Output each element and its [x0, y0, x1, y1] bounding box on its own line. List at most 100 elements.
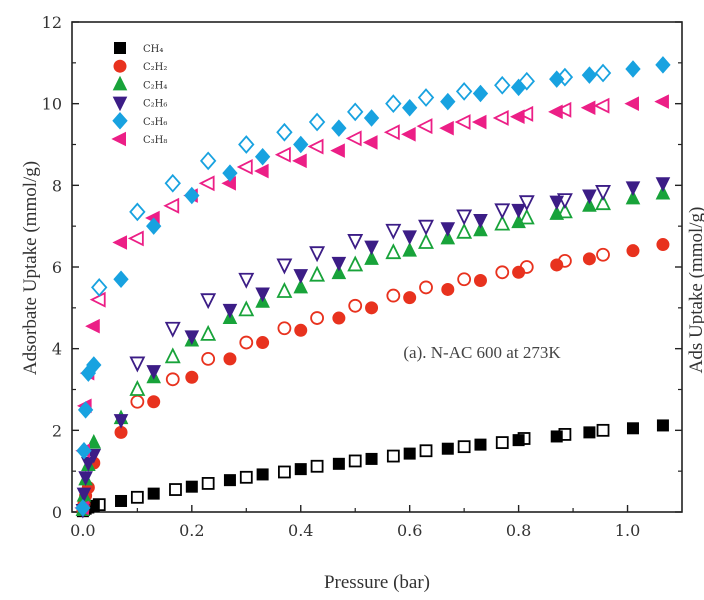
desorption-point-square: [239, 470, 253, 484]
adsorption-point-square: [512, 434, 525, 447]
desorption-point-triangle-up: [494, 214, 511, 231]
adsorption-point-circle: [294, 323, 308, 337]
desorption-point-circle: [419, 280, 433, 295]
desorption-point-triangle-down: [200, 293, 217, 310]
desorption-point-diamond: [594, 63, 612, 83]
legend: CH₄ C₂H₂ C₂H₄ C₂H₆ C₃H₆ C₃H₈: [111, 42, 167, 147]
adsorption-point-triangle-down: [440, 222, 456, 237]
adsorption-point-diamond: [402, 98, 418, 117]
adsorption-point-triangle-left: [580, 100, 596, 116]
desorption-point-triangle-left: [127, 230, 144, 247]
desorption-point-triangle-left: [593, 97, 610, 114]
desorption-point-diamond: [238, 135, 255, 154]
y-tick-label: 8: [52, 176, 62, 195]
desorption-point-square: [130, 490, 144, 504]
desorption-point-square: [419, 444, 433, 458]
adsorption-point-triangle-down: [655, 177, 671, 192]
adsorption-point-square: [223, 474, 236, 487]
adsorption-point-diamond: [113, 270, 129, 289]
desorption-point-triangle-up: [200, 324, 217, 341]
adsorption-point-triangle-down: [293, 269, 309, 284]
desorption-point-circle: [457, 272, 472, 287]
adsorption-point-triangle-up: [655, 184, 671, 200]
desorption-point-triangle-left: [517, 105, 534, 122]
desorption-point-diamond: [455, 82, 473, 101]
adsorption-point-diamond: [75, 499, 91, 517]
axis-ticks: 0.0 0.2 0.4 0.6 0.8 1.0 0 2 4 6 8 10 12: [42, 13, 682, 540]
adsorption-point-triangle-up: [364, 250, 379, 265]
adsorption-point-square: [656, 419, 669, 432]
legend-marker-triangle-up: [112, 75, 128, 91]
desorption-point-diamond: [276, 122, 293, 142]
desorption-point-triangle-down: [418, 219, 434, 236]
desorption-point-square: [169, 483, 182, 496]
adsorption-point-triangle-down: [331, 256, 347, 272]
x-tick-label: 0.2: [179, 521, 204, 540]
adsorption-point-triangle-up: [86, 433, 102, 449]
desorption-point-triangle-up: [556, 202, 573, 219]
adsorption-point-diamond: [222, 164, 238, 182]
desorption-point-triangle-up: [276, 281, 293, 298]
desorption-point-triangle-down: [494, 203, 511, 220]
adsorption-point-triangle-up: [625, 189, 641, 205]
y-tick-label: 10: [42, 95, 62, 114]
desorption-point-diamond: [129, 202, 146, 222]
adsorption-point-triangle-left: [471, 114, 487, 130]
adsorption-point-circle: [332, 311, 346, 325]
desorption-point-diamond: [199, 151, 217, 171]
desorption-point-triangle-up: [385, 243, 402, 260]
adsorption-point-square: [583, 426, 596, 439]
desorption-point-triangle-left: [198, 175, 215, 192]
desorption-point-triangle-up: [595, 194, 611, 211]
desorption-point-circle: [495, 265, 510, 280]
desorption-point-triangle-left: [416, 118, 433, 135]
desorption-point-square: [348, 454, 362, 468]
desorption-point-triangle-left: [236, 159, 253, 175]
desorption-point-triangle-up: [164, 347, 181, 364]
adsorption-point-triangle-left: [548, 104, 563, 120]
desorption-point-triangle-down: [276, 258, 293, 275]
legend-label: C₂H₆: [143, 99, 167, 110]
adsorption-point-circle: [473, 273, 487, 287]
adsorption-point-square: [147, 487, 160, 500]
desorption-point-circle: [277, 321, 292, 336]
adsorption-point-square: [185, 480, 198, 493]
desorption-point-triangle-left: [307, 138, 324, 155]
desorption-point-square: [310, 459, 324, 473]
x-axis-title: Pressure (bar): [324, 572, 430, 593]
desorption-point-diamond: [385, 94, 402, 114]
adsorption-point-triangle-up: [473, 221, 488, 237]
desorption-point-triangle-left: [274, 146, 291, 163]
adsorption-point-triangle-left: [624, 96, 639, 111]
legend-label: C₂H₂: [143, 62, 167, 73]
data-markers: [74, 56, 671, 519]
desorption-point-diamond: [347, 102, 364, 122]
adsorption-point-square: [115, 494, 128, 507]
adsorption-point-diamond: [655, 56, 671, 74]
legend-label: C₃H₈: [143, 135, 167, 146]
adsorption-point-triangle-left: [85, 318, 100, 334]
x-tick-label: 0.0: [70, 521, 95, 540]
adsorption-point-square: [294, 463, 307, 476]
adsorption-point-diamond: [581, 66, 598, 84]
desorption-point-circle: [348, 298, 363, 313]
adsorption-point-triangle-down: [113, 414, 129, 429]
legend-marker-triangle-down: [112, 96, 128, 112]
adsorption-point-diamond: [86, 356, 102, 374]
adsorption-point-diamond: [363, 109, 380, 127]
legend-marker-diamond: [112, 112, 128, 130]
desorption-point-triangle-left: [454, 114, 471, 130]
desorption-point-square: [495, 436, 509, 449]
adsorption-point-circle: [223, 352, 237, 366]
adsorption-point-triangle-up: [293, 278, 309, 294]
desorption-point-circle: [165, 372, 180, 387]
y-tick-label: 12: [42, 13, 62, 32]
adsorption-point-diamond: [77, 401, 94, 419]
desorption-point-triangle-down: [129, 356, 146, 373]
desorption-point-circle: [239, 335, 254, 350]
adsorption-point-diamond: [331, 119, 347, 137]
adsorption-point-triangle-up: [549, 205, 565, 220]
adsorption-point-triangle-down: [184, 330, 200, 346]
desorption-point-triangle-down: [518, 195, 535, 212]
adsorption-point-square: [403, 447, 416, 460]
